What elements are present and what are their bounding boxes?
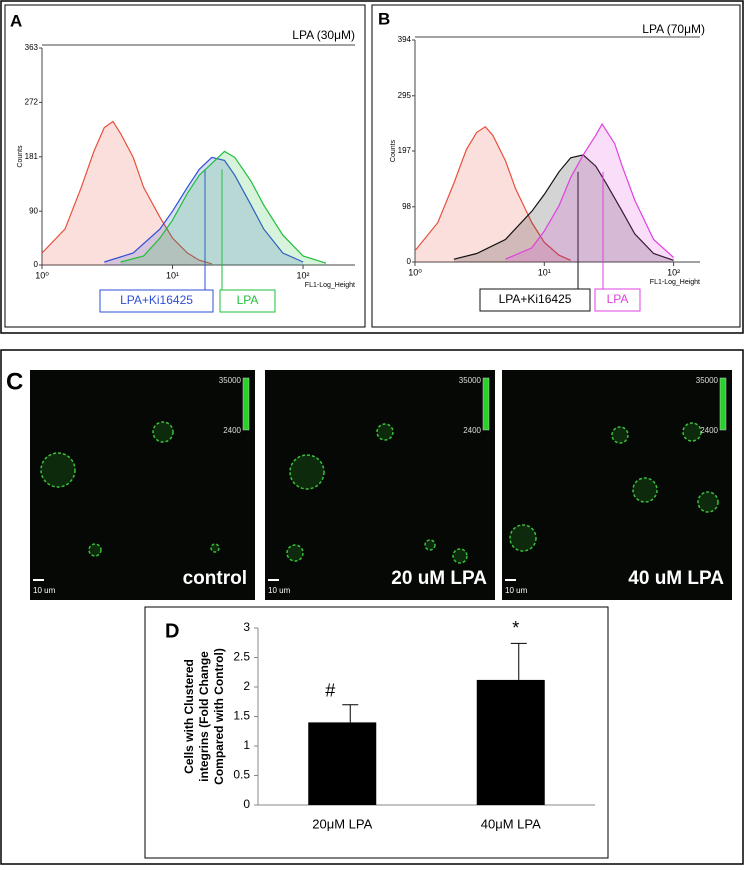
x-axis-label: FL1-Log_Height xyxy=(305,282,355,289)
legend-box xyxy=(479,288,591,312)
colorbar-max: 35000 xyxy=(696,376,719,385)
cell xyxy=(376,423,394,441)
colorbar xyxy=(719,377,727,431)
legend-label: LPA+Ki16425 xyxy=(120,293,193,307)
y-tick-label: 181 xyxy=(25,152,39,161)
chart-title: LPA (70μM) xyxy=(642,22,705,36)
y-tick-label: 1.5 xyxy=(233,709,250,723)
micrograph xyxy=(502,370,732,600)
legend-label: LPA xyxy=(237,293,259,307)
cell xyxy=(289,454,325,490)
cell xyxy=(424,539,436,551)
panel-letter: C xyxy=(6,368,23,395)
y-tick-label: 1 xyxy=(243,738,250,752)
image-label: control xyxy=(183,568,247,589)
histogram-line xyxy=(453,154,674,261)
frame-d xyxy=(144,606,609,859)
y-axis-label: Cells with Clusteredintegrins (Fold Chan… xyxy=(182,648,226,785)
y-axis-label: Counts xyxy=(390,139,397,162)
x-tick-label: 10⁰ xyxy=(408,267,422,277)
x-tick-label: 10¹ xyxy=(538,267,551,277)
cell xyxy=(452,548,468,564)
colorbar xyxy=(482,377,490,431)
colorbar xyxy=(242,377,250,431)
annotation: # xyxy=(325,680,335,700)
histogram-area xyxy=(104,157,304,265)
x-tick-label: 10¹ xyxy=(166,270,179,280)
histogram-line xyxy=(414,126,571,261)
histogram-area xyxy=(120,151,327,265)
histogram-line xyxy=(505,122,675,260)
cell xyxy=(611,426,629,444)
histogram-line xyxy=(120,150,327,264)
y-tick-label: 0 xyxy=(407,257,412,266)
legend-label: LPA+Ki16425 xyxy=(499,292,572,306)
bar xyxy=(308,722,377,805)
panel-letter: A xyxy=(10,11,22,30)
x-tick-label: 10⁰ xyxy=(35,270,49,280)
y-tick-label: 197 xyxy=(398,146,412,155)
y-tick-label: 0 xyxy=(243,797,250,811)
y-tick-label: 295 xyxy=(398,91,412,100)
y-axis-label: Counts xyxy=(17,145,24,168)
colorbar-max: 35000 xyxy=(459,376,482,385)
y-tick-label: 98 xyxy=(402,202,411,211)
colorbar-min: 2400 xyxy=(700,426,718,435)
x-tick-label: 10² xyxy=(297,270,310,280)
histogram-line xyxy=(41,120,212,265)
y-tick-label: 394 xyxy=(398,35,412,44)
bar xyxy=(476,679,545,805)
image-label: 40 uM LPA xyxy=(628,568,724,589)
y-tick-label: 0.5 xyxy=(233,768,250,782)
cell xyxy=(40,452,76,488)
y-tick-label: 363 xyxy=(25,43,39,52)
error-bar xyxy=(510,642,527,680)
cell xyxy=(286,544,304,562)
cell xyxy=(632,477,658,503)
chart-title: LPA (30μM) xyxy=(292,28,355,42)
histogram-line xyxy=(104,156,304,263)
y-tick-label: 272 xyxy=(25,98,39,107)
legend-label: LPA xyxy=(607,292,629,306)
scale-bar-label: 10 um xyxy=(268,586,291,595)
legend-box xyxy=(594,288,641,312)
panel-letter: D xyxy=(165,620,179,642)
x-tick-label: 10² xyxy=(667,267,680,277)
panel-letter: B xyxy=(378,9,390,28)
frame-c xyxy=(0,349,744,865)
x-axis-label: FL1-Log_Height xyxy=(650,279,700,286)
legend-box xyxy=(219,289,276,313)
cell xyxy=(152,421,174,443)
micrograph xyxy=(30,370,255,600)
cell xyxy=(88,543,102,557)
frame-b xyxy=(371,4,741,328)
histogram-area xyxy=(415,126,571,262)
cell xyxy=(210,543,220,553)
error-bar xyxy=(342,704,359,723)
histogram-area xyxy=(453,154,674,262)
annotation: * xyxy=(512,618,519,638)
cell xyxy=(509,524,537,552)
y-tick-label: 2.5 xyxy=(233,650,250,664)
histogram-area xyxy=(505,124,674,262)
cell xyxy=(682,422,702,442)
y-tick-label: 0 xyxy=(34,260,39,269)
image-label: 20 uM LPA xyxy=(391,568,487,589)
y-tick-label: 90 xyxy=(29,206,38,215)
frame-ab xyxy=(0,0,744,334)
colorbar-min: 2400 xyxy=(223,426,241,435)
y-tick-label: 3 xyxy=(243,620,250,634)
colorbar-max: 35000 xyxy=(219,376,242,385)
cell xyxy=(697,491,719,513)
scale-bar-label: 10 um xyxy=(33,586,56,595)
colorbar-min: 2400 xyxy=(463,426,481,435)
y-tick-label: 2 xyxy=(243,679,250,693)
x-tick-label: 20μM LPA xyxy=(312,816,372,831)
histogram-area xyxy=(42,121,212,265)
scale-bar-label: 10 um xyxy=(505,586,528,595)
frame-a xyxy=(4,4,366,328)
legend-box xyxy=(99,289,214,313)
x-tick-label: 40μM LPA xyxy=(481,816,541,831)
